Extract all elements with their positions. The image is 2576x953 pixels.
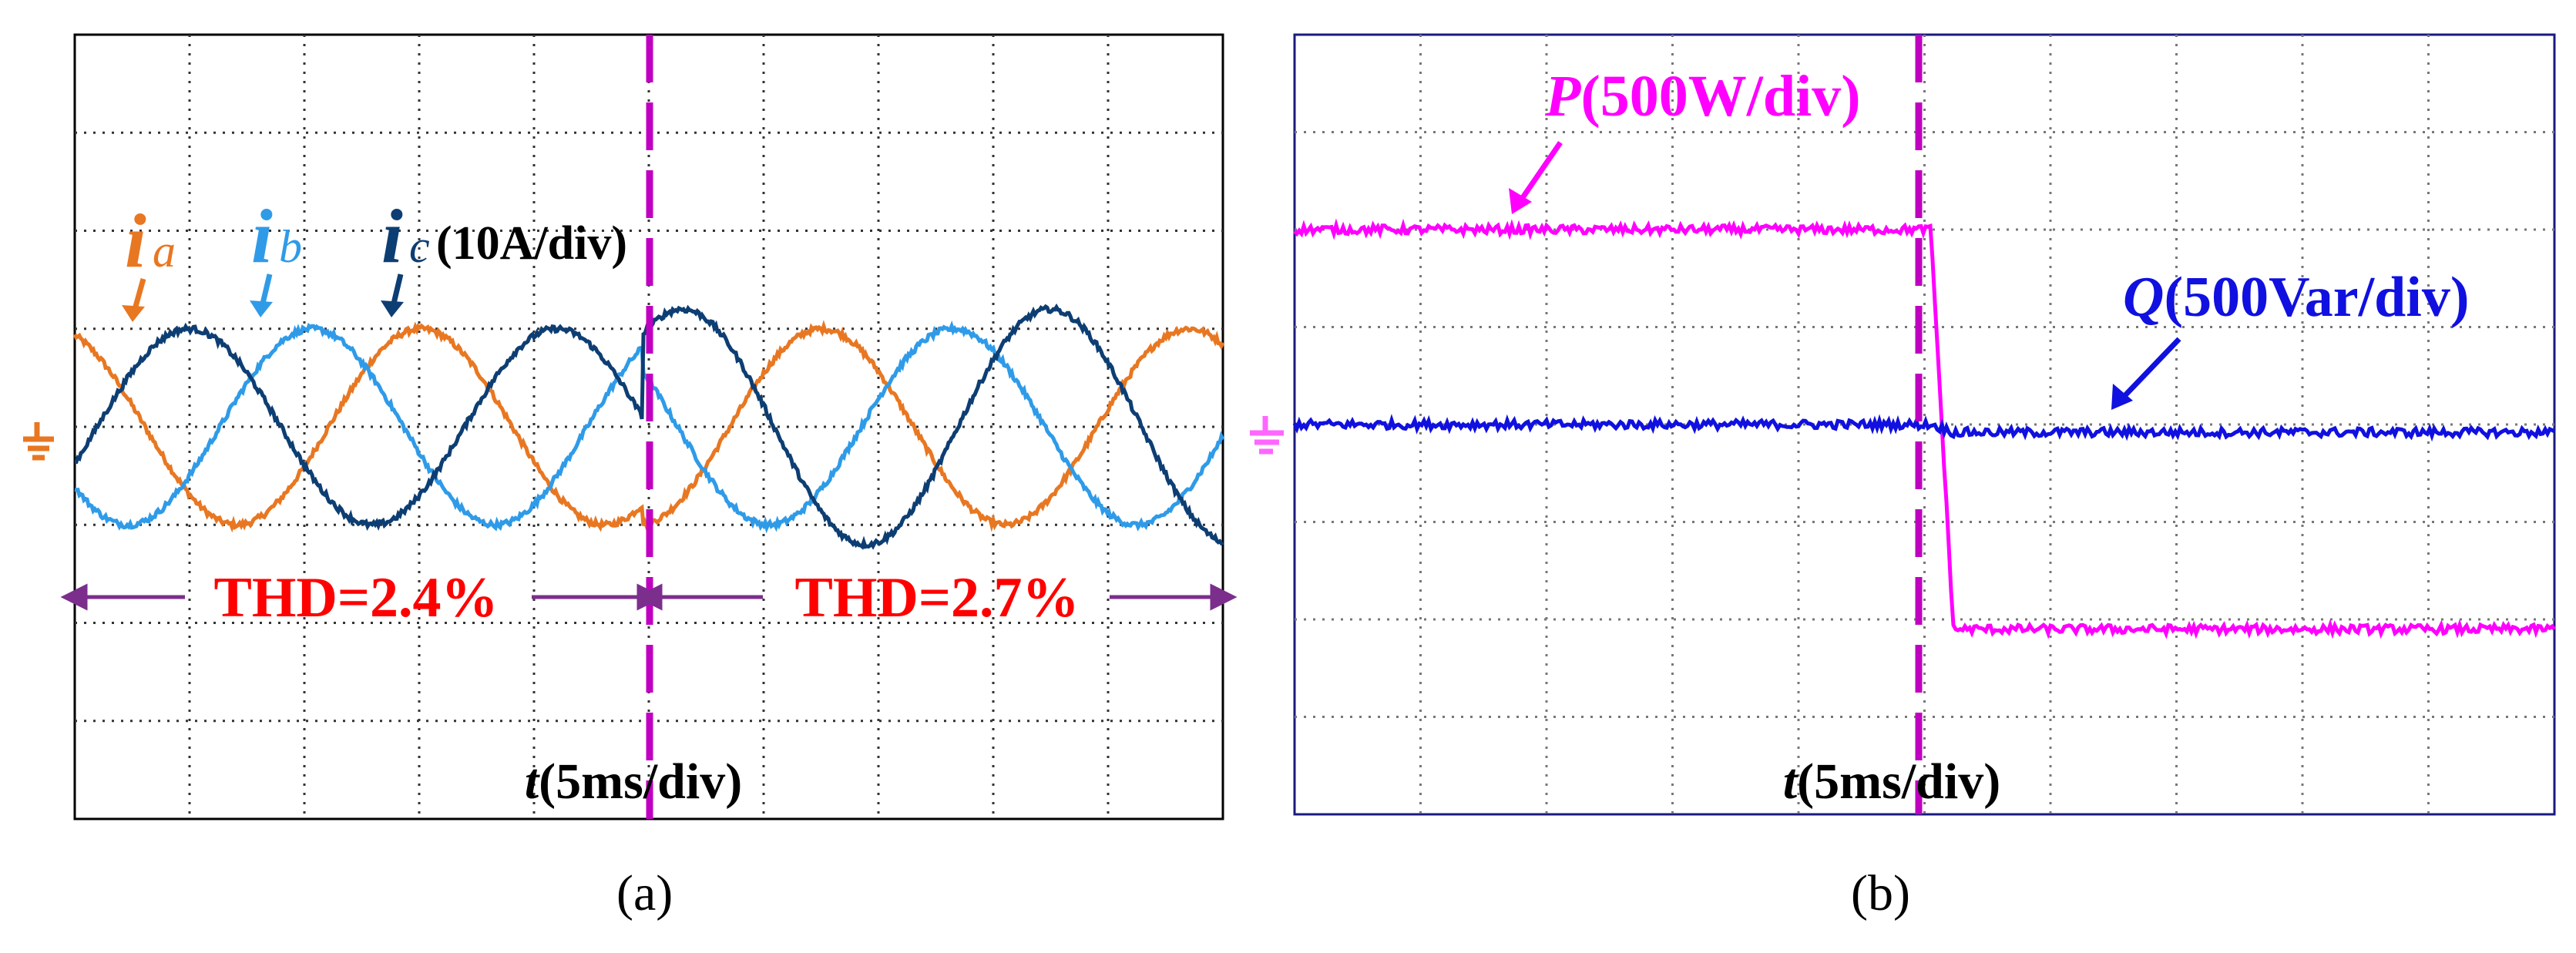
legend-ib-arrowhead xyxy=(250,300,273,317)
legend-q-arrow xyxy=(2123,337,2181,398)
legend-p: P(500W/div) xyxy=(1509,64,1861,214)
thd-span-after: THD=2.7% xyxy=(635,566,1238,629)
series-line-p xyxy=(1293,218,2556,639)
ground-marker-icon xyxy=(23,422,54,461)
caption-a-text: (a) xyxy=(616,865,673,921)
panel-b-xlabel: t(5ms/div) xyxy=(1783,753,2000,810)
thd-before-label: THD=2.4% xyxy=(213,566,498,629)
legend-ic-main: i xyxy=(381,193,403,279)
panel-b-series xyxy=(1292,218,2556,639)
panel-a-yscale-label: (10A/div) xyxy=(436,217,627,270)
panel-a-xlabel: t(5ms/div) xyxy=(525,753,742,810)
legend-ia-arrowhead xyxy=(122,305,145,322)
legend-ib: i b xyxy=(250,193,302,317)
panel-b: P(500W/div) Q(500Var/div) t(5ms/div) xyxy=(1250,33,2556,816)
legend-ib-main: i xyxy=(251,193,273,279)
legend-p-arrow xyxy=(1520,141,1563,200)
legend-ic-sub: c xyxy=(409,221,430,272)
legend-ib-sub: b xyxy=(279,221,302,272)
caption-a: (a) xyxy=(616,864,673,923)
legend-ia-sub: a xyxy=(153,226,176,277)
thd-span-before: THD=2.4% xyxy=(60,566,664,629)
legend-ic-arrowhead xyxy=(381,300,404,317)
legend-p-text: P(500W/div) xyxy=(1544,64,1861,129)
thd-after-label: THD=2.7% xyxy=(794,566,1079,629)
series-line-q xyxy=(1292,414,2556,442)
legend-ia: i a xyxy=(122,198,176,322)
legend-q: Q(500Var/div) xyxy=(2111,266,2470,410)
legend-ia-main: i xyxy=(125,198,146,284)
ground-marker-icon xyxy=(1250,416,1284,455)
legend-p-arrowhead xyxy=(1509,188,1532,214)
legend-ic-arrow xyxy=(390,273,404,307)
legend-ic: i c (10A/div) xyxy=(381,193,627,317)
legend-q-text: Q(500Var/div) xyxy=(2123,266,2470,329)
caption-b-text: (b) xyxy=(1851,865,1910,921)
panel-a: i a i b i c (10A/div) xyxy=(23,33,1238,820)
caption-b: (b) xyxy=(1851,864,1910,923)
legend-q-arrowhead xyxy=(2111,384,2133,410)
legend-ib-arrow xyxy=(259,273,273,307)
